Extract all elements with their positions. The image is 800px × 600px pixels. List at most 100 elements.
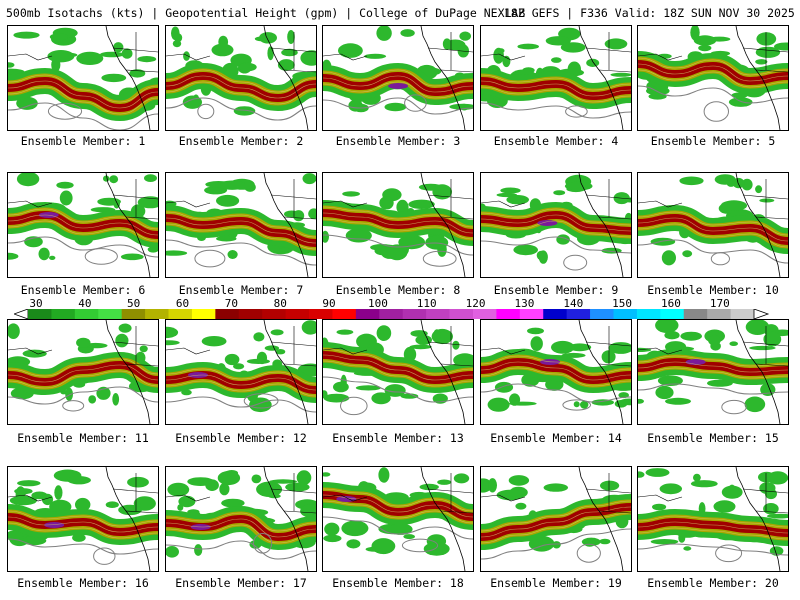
coastline [578, 26, 624, 130]
wind-patch [600, 480, 620, 491]
wind-patch [659, 483, 682, 495]
ensemble-map-6[interactable] [7, 172, 159, 278]
coastline [420, 467, 466, 571]
height-contour [638, 383, 788, 395]
height-closed-contour [253, 533, 273, 554]
wind-patch [376, 325, 392, 341]
isotach-line [323, 500, 473, 524]
ensemble-map-17[interactable] [165, 466, 317, 572]
ensemble-map-3[interactable] [322, 25, 474, 131]
ensemble-map-9[interactable] [480, 172, 632, 278]
wind-patch [720, 200, 748, 211]
ensemble-label-16: Ensemble Member: 16 [17, 576, 149, 590]
borders [427, 473, 473, 514]
height-contour [638, 85, 788, 104]
height-closed-contour [703, 101, 730, 122]
wind-patch [415, 335, 432, 345]
wind-patch [336, 329, 354, 335]
isotach-line [8, 510, 158, 527]
colorbar-swatch [145, 309, 169, 319]
ensemble-map-5[interactable] [637, 25, 789, 131]
coastline [735, 467, 781, 571]
asia-coast [8, 347, 53, 355]
wind-patch [506, 195, 529, 205]
ensemble-map-7[interactable] [165, 172, 317, 278]
wind-patch [105, 501, 119, 508]
borders [112, 473, 158, 514]
borders [427, 32, 473, 73]
wind-patch [509, 486, 528, 498]
wind-patch [763, 503, 779, 515]
wind-patch [76, 51, 104, 65]
isotach-line [323, 488, 473, 512]
wind-patch [530, 336, 543, 351]
wind-patch [408, 199, 435, 209]
ensemble-map-20[interactable] [637, 466, 789, 572]
ensemble-map-8[interactable] [322, 172, 474, 278]
ensemble-map-14[interactable] [480, 319, 632, 425]
height-closed-contour [715, 544, 743, 563]
wind-patch [8, 252, 19, 260]
wind-patch [346, 539, 361, 549]
wind-patch [515, 502, 527, 510]
wind-patch [551, 57, 562, 63]
wind-patch [54, 485, 63, 500]
wind-patch [56, 181, 74, 189]
wind-patch [508, 401, 537, 406]
ensemble-map-16[interactable] [7, 466, 159, 572]
ensemble-map-19[interactable] [480, 466, 632, 572]
ensemble-map-11[interactable] [7, 319, 159, 425]
colorbar-swatch [426, 309, 450, 319]
title-left: 500mb Isotachs (kts) | Geopotential Heig… [6, 6, 526, 20]
wind-patch [67, 476, 91, 485]
isotach-line [638, 515, 788, 528]
isotach-line [638, 223, 788, 248]
asia-coast [166, 494, 211, 502]
isotach-line [481, 214, 631, 232]
height-closed-contour [62, 400, 85, 412]
colorbar-swatch [543, 309, 568, 319]
coastline [735, 173, 781, 277]
ensemble-label-4: Ensemble Member: 4 [493, 134, 619, 148]
map-canvas [638, 320, 788, 424]
map-canvas [8, 26, 158, 130]
wind-patch [767, 513, 788, 519]
coastline [735, 26, 781, 130]
ensemble-map-2[interactable] [165, 25, 317, 131]
ensemble-map-12[interactable] [165, 319, 317, 425]
ensemble-map-18[interactable] [322, 466, 474, 572]
wind-patch [121, 48, 133, 59]
wind-patch [167, 482, 190, 497]
height-contour [8, 386, 158, 405]
wind-patch [166, 340, 180, 346]
colorbar-swatch [262, 309, 287, 319]
wind-patch [324, 522, 340, 536]
wind-patch [174, 33, 183, 43]
ensemble-map-4[interactable] [480, 25, 632, 131]
asia-coast [166, 347, 211, 355]
isotach-line [323, 218, 473, 240]
ensemble-map-13[interactable] [322, 319, 474, 425]
height-contour [166, 396, 316, 413]
isotach-line [638, 361, 788, 373]
ensemble-map-10[interactable] [637, 172, 789, 278]
borders [270, 473, 316, 514]
wind-patch [204, 186, 228, 195]
map-canvas [323, 320, 473, 424]
ensemble-map-1[interactable] [7, 25, 159, 131]
wind-patch [763, 331, 782, 347]
wind-patch [342, 191, 360, 197]
asia-coast [323, 200, 368, 208]
map-canvas [638, 26, 788, 130]
wind-patch [166, 546, 179, 558]
wind-patch [708, 36, 731, 42]
wind-patch [494, 381, 514, 393]
colorbar [14, 309, 770, 319]
ensemble-map-15[interactable] [637, 319, 789, 425]
wind-patch [112, 393, 120, 406]
isotach-line [323, 81, 473, 99]
wind-patch [118, 323, 132, 333]
wind-patch [378, 467, 390, 483]
coastline [420, 26, 466, 130]
wind-patch [708, 334, 721, 346]
